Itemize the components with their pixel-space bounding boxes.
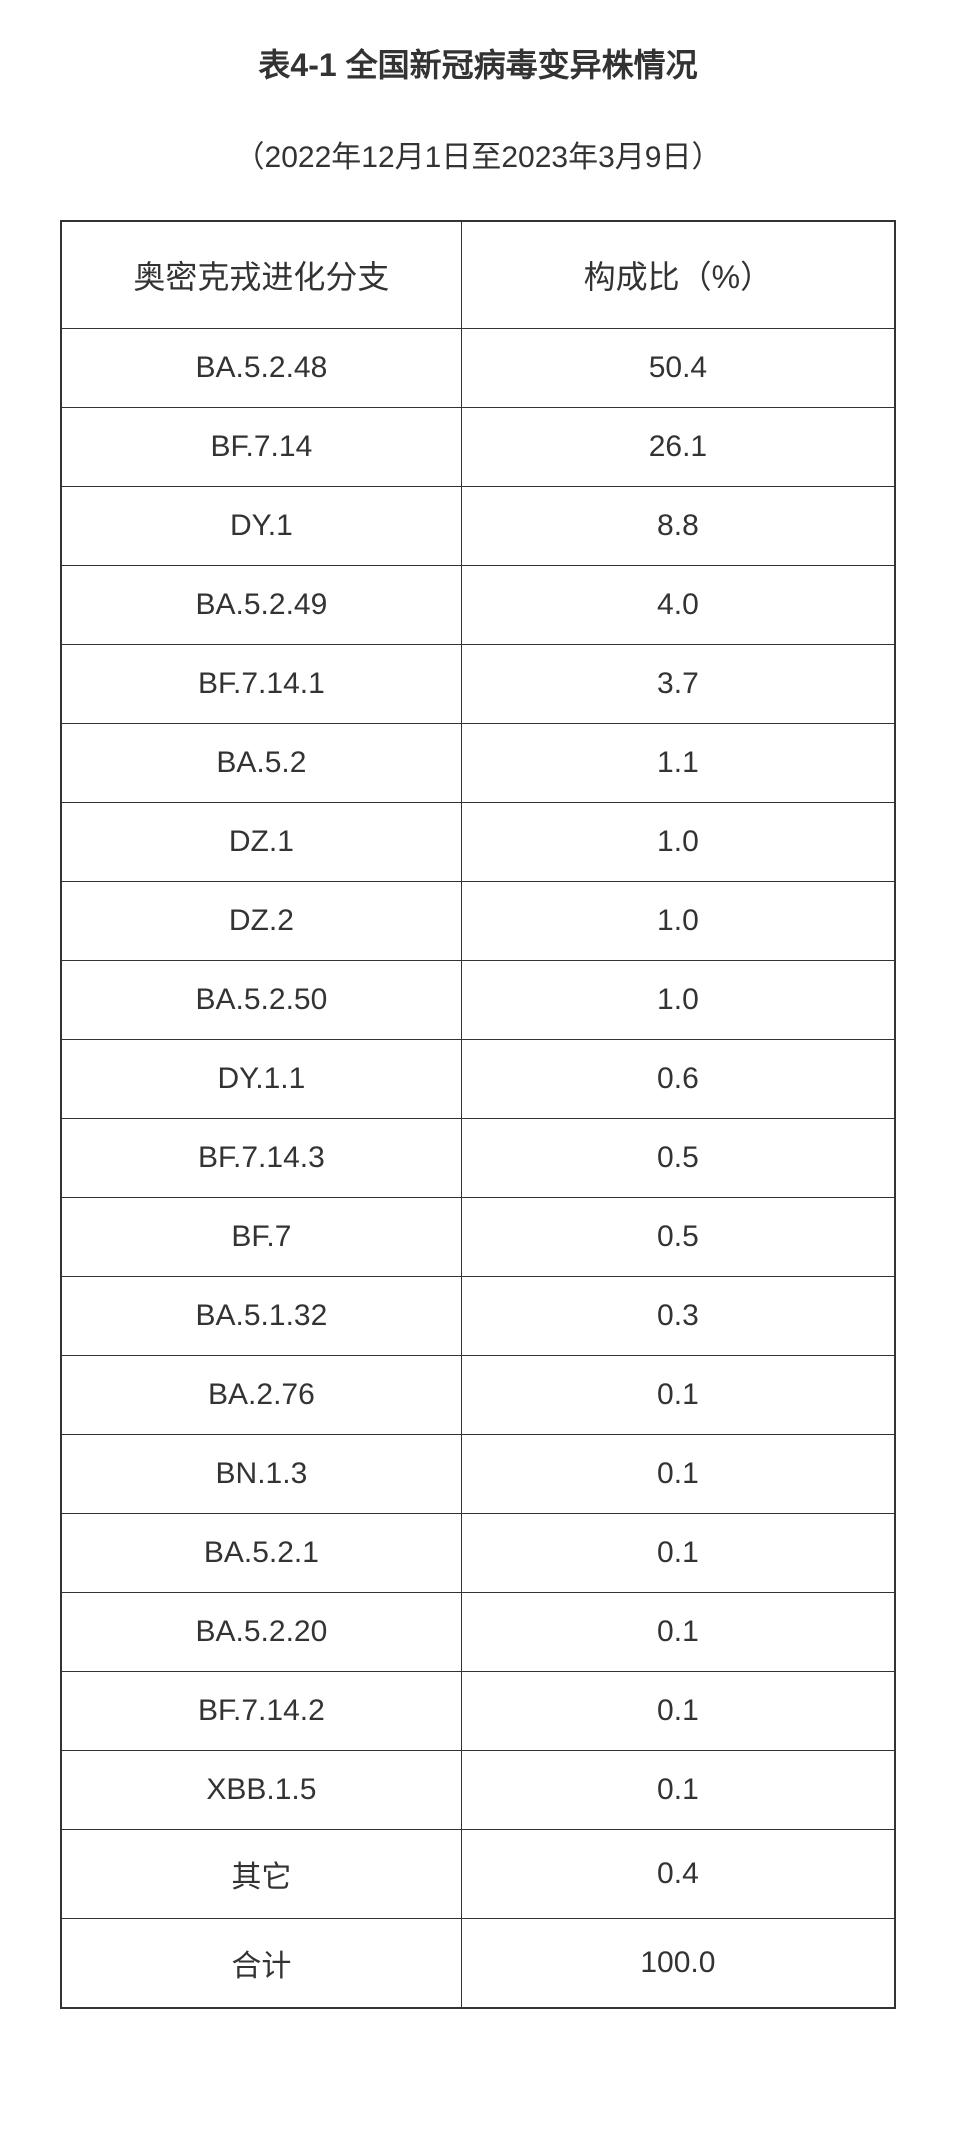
percentage-cell: 4.0: [461, 566, 895, 645]
variant-cell: DY.1.1: [61, 1040, 461, 1119]
column-header-percentage: 构成比（%）: [461, 221, 895, 329]
percentage-cell: 1.1: [461, 724, 895, 803]
variant-cell: BF.7: [61, 1198, 461, 1277]
percentage-cell: 1.0: [461, 882, 895, 961]
variant-cell: BF.7.14.3: [61, 1119, 461, 1198]
table-row: 合计100.0: [61, 1919, 895, 2009]
variant-cell: BA.5.2.1: [61, 1514, 461, 1593]
percentage-cell: 8.8: [461, 487, 895, 566]
percentage-cell: 3.7: [461, 645, 895, 724]
table-row: BF.7.1426.1: [61, 408, 895, 487]
percentage-cell: 1.0: [461, 803, 895, 882]
percentage-cell: 100.0: [461, 1919, 895, 2009]
percentage-cell: 0.5: [461, 1119, 895, 1198]
table-row: 其它0.4: [61, 1830, 895, 1919]
variant-cell: BA.5.2.48: [61, 329, 461, 408]
variant-cell: DZ.1: [61, 803, 461, 882]
percentage-cell: 0.1: [461, 1435, 895, 1514]
table-row: DZ.21.0: [61, 882, 895, 961]
variant-cell: BA.5.2: [61, 724, 461, 803]
table-row: XBB.1.50.1: [61, 1751, 895, 1830]
variant-cell: DZ.2: [61, 882, 461, 961]
table-row: BA.5.2.10.1: [61, 1514, 895, 1593]
percentage-cell: 26.1: [461, 408, 895, 487]
table-row: DY.1.10.6: [61, 1040, 895, 1119]
table-row: BA.5.2.494.0: [61, 566, 895, 645]
percentage-cell: 50.4: [461, 329, 895, 408]
percentage-cell: 0.1: [461, 1672, 895, 1751]
table-row: DZ.11.0: [61, 803, 895, 882]
percentage-cell: 0.4: [461, 1830, 895, 1919]
percentage-cell: 0.1: [461, 1514, 895, 1593]
percentage-cell: 0.1: [461, 1356, 895, 1435]
percentage-cell: 0.5: [461, 1198, 895, 1277]
variant-cell: BF.7.14.1: [61, 645, 461, 724]
percentage-cell: 0.1: [461, 1593, 895, 1672]
table-row: BF.7.14.13.7: [61, 645, 895, 724]
table-subtitle: （2022年12月1日至2023年3月9日）: [60, 132, 896, 176]
percentage-cell: 0.3: [461, 1277, 895, 1356]
table-row: BA.5.1.320.3: [61, 1277, 895, 1356]
table-row: BA.2.760.1: [61, 1356, 895, 1435]
percentage-cell: 0.6: [461, 1040, 895, 1119]
table-row: BF.7.14.30.5: [61, 1119, 895, 1198]
table-row: BF.7.14.20.1: [61, 1672, 895, 1751]
table-row: DY.18.8: [61, 487, 895, 566]
variant-cell: DY.1: [61, 487, 461, 566]
variant-cell: BA.5.2.49: [61, 566, 461, 645]
variant-cell: BA.5.1.32: [61, 1277, 461, 1356]
table-row: BA.5.2.501.0: [61, 961, 895, 1040]
variant-cell: BF.7.14.2: [61, 1672, 461, 1751]
table-header-row: 奥密克戎进化分支 构成比（%）: [61, 221, 895, 329]
variant-cell: 合计: [61, 1919, 461, 2009]
percentage-cell: 0.1: [461, 1751, 895, 1830]
table-row: BA.5.2.200.1: [61, 1593, 895, 1672]
table-row: BA.5.2.4850.4: [61, 329, 895, 408]
table-row: BF.70.5: [61, 1198, 895, 1277]
table-row: BN.1.30.1: [61, 1435, 895, 1514]
table-body: BA.5.2.4850.4BF.7.1426.1DY.18.8BA.5.2.49…: [61, 329, 895, 2009]
column-header-variant: 奥密克戎进化分支: [61, 221, 461, 329]
table-title: 表4-1 全国新冠病毒变异株情况: [60, 40, 896, 86]
variant-cell: BF.7.14: [61, 408, 461, 487]
percentage-cell: 1.0: [461, 961, 895, 1040]
variant-cell: BA.5.2.50: [61, 961, 461, 1040]
variant-cell: BA.2.76: [61, 1356, 461, 1435]
variant-cell: XBB.1.5: [61, 1751, 461, 1830]
table-row: BA.5.21.1: [61, 724, 895, 803]
variant-cell: 其它: [61, 1830, 461, 1919]
variant-cell: BA.5.2.20: [61, 1593, 461, 1672]
variant-table: 奥密克戎进化分支 构成比（%） BA.5.2.4850.4BF.7.1426.1…: [60, 220, 896, 2009]
variant-cell: BN.1.3: [61, 1435, 461, 1514]
